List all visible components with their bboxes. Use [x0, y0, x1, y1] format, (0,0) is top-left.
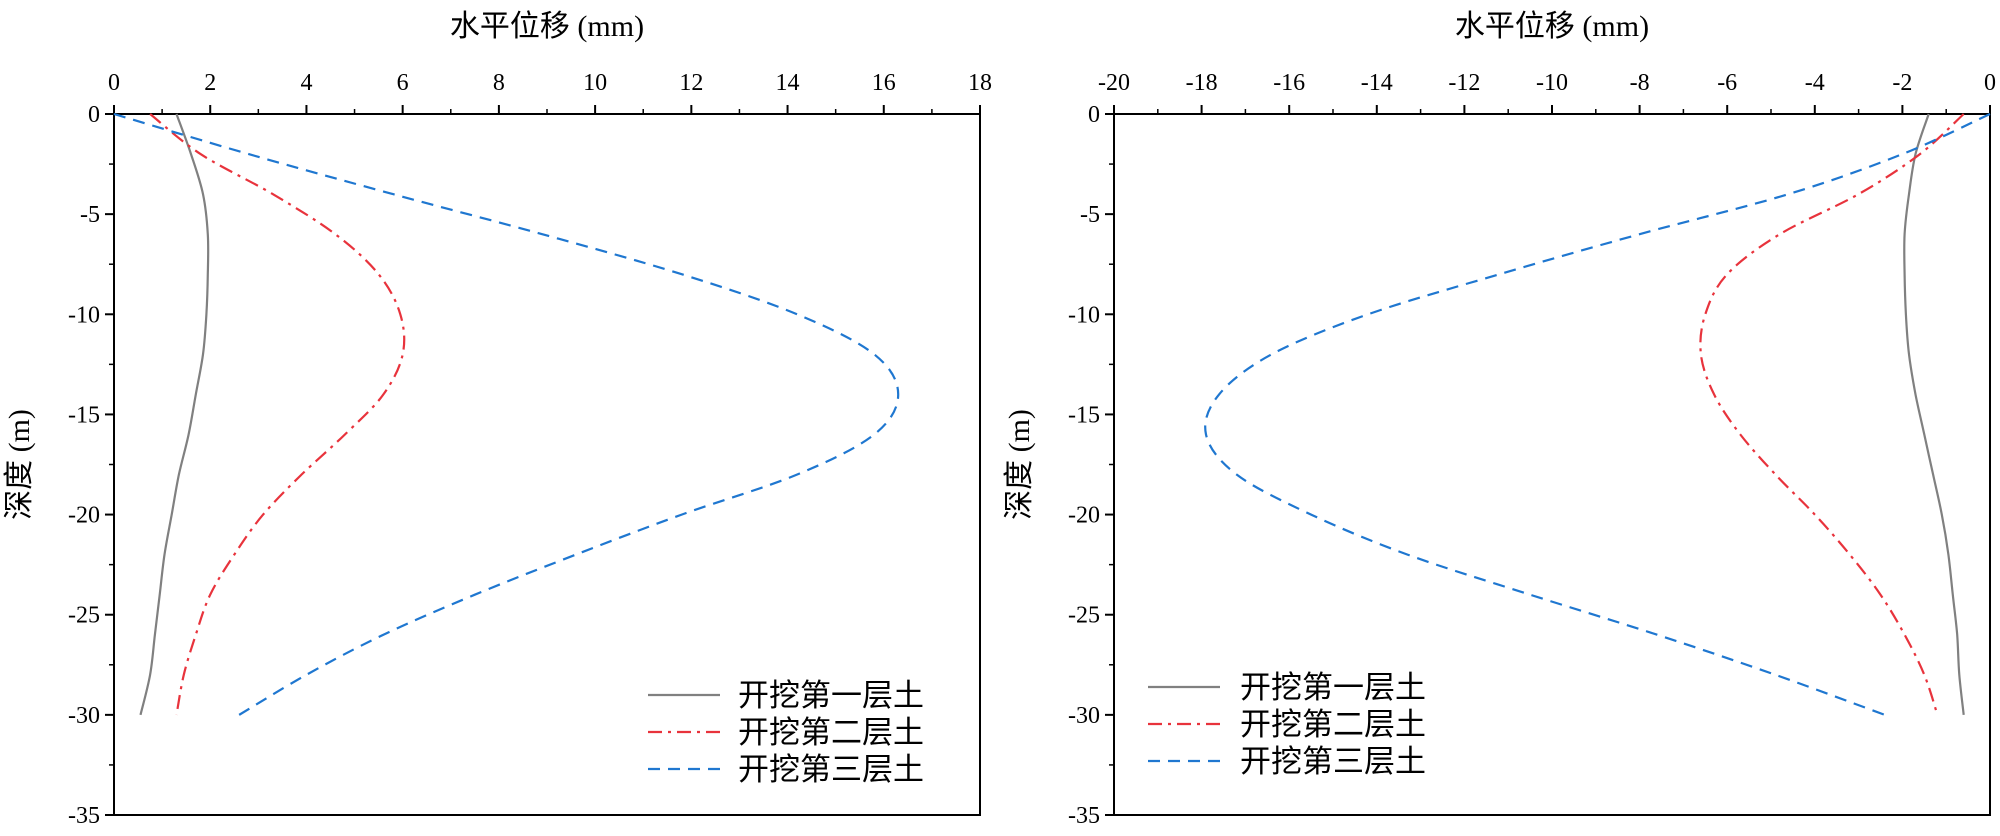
x-tick-label: 6 — [397, 70, 409, 96]
y-axis-title: 深度 (m) — [1003, 409, 1036, 520]
legend-label-2: 开挖第二层土 — [738, 715, 924, 750]
y-tick-label: -25 — [68, 603, 100, 629]
x-tick-label: 16 — [872, 70, 896, 96]
legend-label-2: 开挖第二层土 — [1240, 707, 1426, 742]
y-tick-label: -35 — [68, 803, 100, 829]
y-tick-label: -10 — [1068, 302, 1100, 328]
x-axis-title: 水平位移 (mm) — [1455, 10, 1649, 43]
legend-label-3: 开挖第三层土 — [1240, 744, 1426, 779]
legend-label-3: 开挖第三层土 — [738, 752, 924, 787]
y-tick-label: -25 — [1068, 603, 1100, 629]
x-tick-label: -20 — [1098, 70, 1130, 96]
chart-panel-1: 0 2 4 6 8 10 12 14 16 18 0 -5 -10 -15 -20 -25 -30 -35 水平位移… — [3, 10, 992, 829]
x-tick-label: -4 — [1805, 70, 1825, 96]
x-tick-label: -14 — [1361, 70, 1393, 96]
y-tick-label: -15 — [68, 402, 100, 428]
y-tick-label: -5 — [80, 202, 100, 228]
x-tick-label: -6 — [1717, 70, 1737, 96]
y-tick-label: -10 — [68, 302, 100, 328]
y-tick-label: -20 — [68, 503, 100, 529]
series-line-2 — [149, 113, 406, 716]
y-tick-label: 0 — [88, 102, 100, 128]
x-tick-label: -2 — [1892, 70, 1912, 96]
legend-label-1: 开挖第一层土 — [1240, 670, 1426, 705]
x-tick-label: -12 — [1448, 70, 1480, 96]
x-tick-label: 0 — [1984, 70, 1996, 96]
chart-panel-2: -20 -18 -16 -14 -12 -10 -8 -6 -4 -2 00-5-10-15-20-… — [1003, 10, 1996, 829]
x-tick-label: 12 — [679, 70, 703, 96]
x-tick-label: 14 — [776, 70, 800, 96]
y-tick-label: -20 — [1068, 503, 1100, 529]
x-tick-label: -16 — [1273, 70, 1305, 96]
y-tick-label: -30 — [68, 703, 100, 729]
series-line-2 — [1699, 113, 1965, 716]
series-line-3 — [1204, 113, 1991, 716]
x-tick-label: 2 — [204, 70, 216, 96]
x-tick-label: -18 — [1186, 70, 1218, 96]
y-tick-label: -15 — [1068, 402, 1100, 428]
x-tick-label: 10 — [583, 70, 607, 96]
y-tick-label: 0 — [1088, 102, 1100, 128]
y-tick-label: -30 — [1068, 703, 1100, 729]
y-tick-label: -35 — [1068, 803, 1100, 829]
series-line-3 — [113, 112, 900, 716]
x-tick-label: 8 — [493, 70, 505, 96]
x-tick-label: -10 — [1536, 70, 1568, 96]
x-tick-label: -8 — [1630, 70, 1650, 96]
series-line-1 — [1903, 113, 1965, 716]
x-tick-label: 18 — [968, 70, 992, 96]
series-line-1 — [139, 113, 210, 716]
y-axis-title: 深度 (m) — [3, 409, 36, 520]
x-axis-title: 水平位移 (mm) — [450, 10, 644, 43]
y-tick-label: -5 — [1080, 202, 1100, 228]
legend-label-1: 开挖第一层土 — [738, 678, 924, 713]
x-tick-label: 4 — [300, 70, 312, 96]
x-tick-label: 0 — [108, 70, 120, 96]
